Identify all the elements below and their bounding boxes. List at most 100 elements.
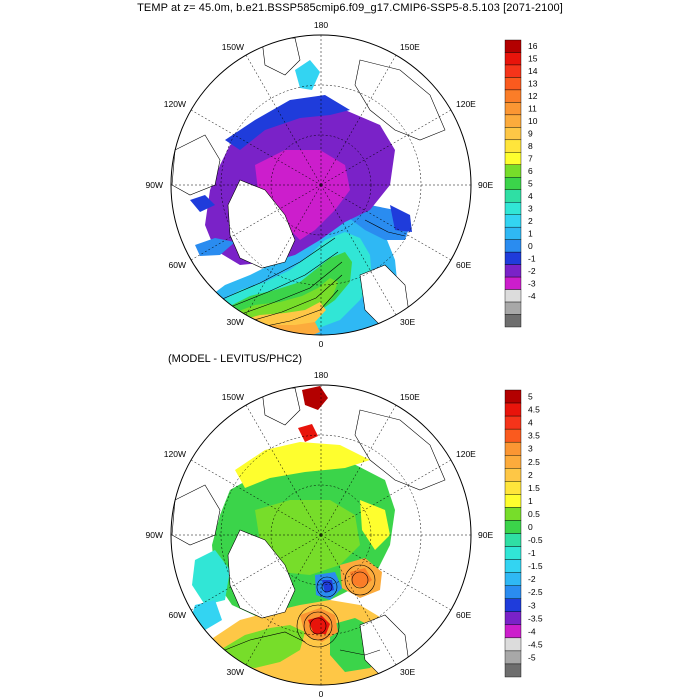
figure-title: TEMP at z= 45.0m, b.e21.BSSP585cmip6.f09… — [137, 2, 563, 14]
colorbar-swatch — [504, 663, 522, 678]
colorbar-label: -3 — [528, 278, 536, 288]
colorbar-label: 1 — [528, 228, 533, 238]
map-boundary — [170, 34, 472, 336]
colorbar-swatch — [504, 314, 522, 328]
lon-label-60e: 60E — [456, 610, 471, 620]
colorbar-label: -2.5 — [528, 587, 543, 597]
lon-label-30w: 30W — [227, 667, 244, 677]
colorbar-swatch — [504, 301, 522, 315]
colorbar-swatch — [504, 102, 522, 116]
colorbar-swatch — [504, 572, 522, 586]
lon-label-120e: 120E — [456, 449, 476, 459]
colorbar-swatch — [504, 585, 522, 599]
colorbar-label: -2 — [528, 574, 536, 584]
colorbar-swatch — [504, 114, 522, 128]
colorbar-swatch — [504, 415, 522, 430]
colorbar-swatch — [504, 139, 522, 153]
colorbar-swatch — [504, 559, 522, 573]
lon-label-90w: 90W — [146, 180, 163, 190]
colorbar-label: 4 — [528, 418, 533, 428]
colorbar-label: -3.5 — [528, 613, 543, 623]
colorbar-label: 3 — [528, 203, 533, 213]
lon-label-180: 180 — [314, 20, 328, 30]
lon-label-90w: 90W — [146, 530, 163, 540]
colorbar-label: -3 — [528, 600, 536, 610]
colorbar-swatch — [504, 64, 522, 78]
colorbar-label: 10 — [528, 116, 538, 126]
colorbar-swatch — [504, 624, 522, 639]
colorbar-label: 9 — [528, 129, 533, 139]
colorbar-label: -4 — [528, 626, 536, 636]
colorbar-swatch — [504, 455, 522, 469]
colorbar-swatch — [504, 598, 522, 612]
colorbar-swatch — [504, 276, 522, 290]
colorbar-swatch — [504, 468, 522, 482]
colorbar-swatch — [504, 520, 522, 534]
colorbar-swatch — [504, 52, 522, 66]
colorbar-label: -0.5 — [528, 535, 543, 545]
colorbar-label: 1.5 — [528, 483, 540, 493]
colorbar-swatch — [504, 611, 522, 626]
lon-label-0: 0 — [319, 689, 324, 699]
graticule — [171, 35, 471, 335]
colorbar-swatch — [504, 650, 522, 665]
colorbar-label: 5 — [528, 179, 533, 189]
colorbar-label: 13 — [528, 79, 538, 89]
lon-label-120w: 120W — [164, 449, 186, 459]
difference-subtitle: (MODEL - LEVITUS/PHC2) — [168, 353, 303, 365]
colorbar-label: -1.5 — [528, 561, 543, 571]
colorbar-swatch — [504, 533, 522, 547]
model-temperature-map-panel: 180 150E 120E 90E 60E 30E 0 30W 60W 90W … — [146, 20, 538, 349]
colorbar-label: 2 — [528, 470, 533, 480]
colorbar-label: 7 — [528, 154, 533, 164]
lon-label-0: 0 — [319, 339, 324, 349]
lon-label-60w: 60W — [169, 610, 186, 620]
colorbar-swatch — [504, 89, 522, 103]
colorbar-label: 2 — [528, 216, 533, 226]
colorbar-label: -5 — [528, 652, 536, 662]
lon-label-150w: 150W — [222, 392, 244, 402]
colorbar-swatch — [504, 39, 522, 53]
colorbar-swatch — [504, 127, 522, 141]
lon-label-30e: 30E — [400, 667, 415, 677]
colorbar-swatch — [504, 507, 522, 521]
colorbar-swatch — [504, 441, 522, 456]
colorbar-swatch — [504, 226, 522, 240]
colorbar-swatch — [504, 637, 522, 652]
colorbar-swatch — [504, 202, 522, 215]
colorbar-swatch — [504, 481, 522, 495]
colorbar-swatch — [504, 214, 522, 228]
colorbar-label: 4 — [528, 191, 533, 201]
colorbar-label: 0 — [528, 522, 533, 532]
colorbar-swatch — [504, 251, 522, 265]
colorbar-swatch — [504, 164, 522, 178]
colorbar-label: 1 — [528, 496, 533, 506]
colorbar-label: 3.5 — [528, 431, 540, 441]
lon-label-60w: 60W — [169, 260, 186, 270]
difference-colorbar: 5 4.5 4 3.5 3 2.5 2 1.5 1 0.5 0 -0.5 -1 -1.5 -2 -2.5 -3 -… — [504, 389, 543, 678]
colorbar-label: 3 — [528, 444, 533, 454]
colorbar-swatch — [504, 546, 522, 560]
graticule — [171, 385, 471, 685]
colorbar-label: -1 — [528, 253, 536, 263]
colorbar-swatch — [504, 289, 522, 303]
longitude-labels: 180 150E 120E 90E 60E 30E 0 30W 60W 90W … — [146, 370, 494, 699]
colorbar-swatch — [504, 264, 522, 278]
colorbar-label: 16 — [528, 41, 538, 51]
map-boundary — [170, 384, 472, 686]
lon-label-150e: 150E — [400, 42, 420, 52]
colorbar-swatch — [504, 177, 522, 190]
colorbar-label: 15 — [528, 54, 538, 64]
colorbar-label: -1 — [528, 548, 536, 558]
lon-label-180: 180 — [314, 370, 328, 380]
colorbar-label: 5 — [528, 392, 533, 402]
longitude-labels: 180 150E 120E 90E 60E 30E 0 30W 60W 90W … — [146, 20, 494, 349]
colorbar-label: 6 — [528, 166, 533, 176]
colorbar-swatch — [504, 189, 522, 203]
lon-label-30w: 30W — [227, 317, 244, 327]
colorbar-label: -2 — [528, 266, 536, 276]
colorbar-label: 4.5 — [528, 405, 540, 415]
colorbar-swatch — [504, 389, 522, 404]
lon-label-90e: 90E — [478, 180, 493, 190]
